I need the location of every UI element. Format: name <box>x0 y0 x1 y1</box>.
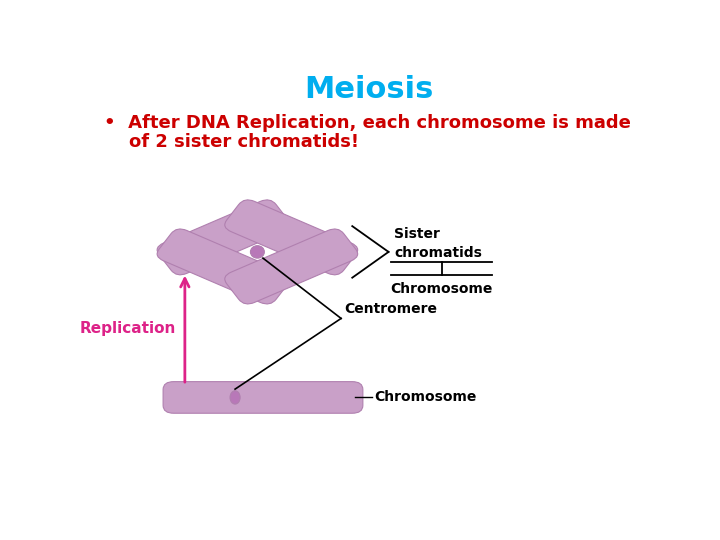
FancyBboxPatch shape <box>225 200 358 275</box>
Text: of 2 sister chromatids!: of 2 sister chromatids! <box>104 133 359 151</box>
FancyBboxPatch shape <box>157 200 290 275</box>
Text: Chromosome: Chromosome <box>374 390 477 404</box>
Ellipse shape <box>230 391 240 404</box>
FancyBboxPatch shape <box>163 382 363 413</box>
Text: Sister
chromatids: Sister chromatids <box>394 227 482 260</box>
Text: Meiosis: Meiosis <box>305 75 433 104</box>
FancyBboxPatch shape <box>157 229 290 304</box>
Text: Chromosome: Chromosome <box>390 282 492 296</box>
Text: Replication: Replication <box>80 321 176 336</box>
Text: •  After DNA Replication, each chromosome is made: • After DNA Replication, each chromosome… <box>104 114 631 132</box>
Ellipse shape <box>251 246 264 258</box>
FancyBboxPatch shape <box>225 229 358 304</box>
Text: Centromere: Centromere <box>344 302 437 316</box>
